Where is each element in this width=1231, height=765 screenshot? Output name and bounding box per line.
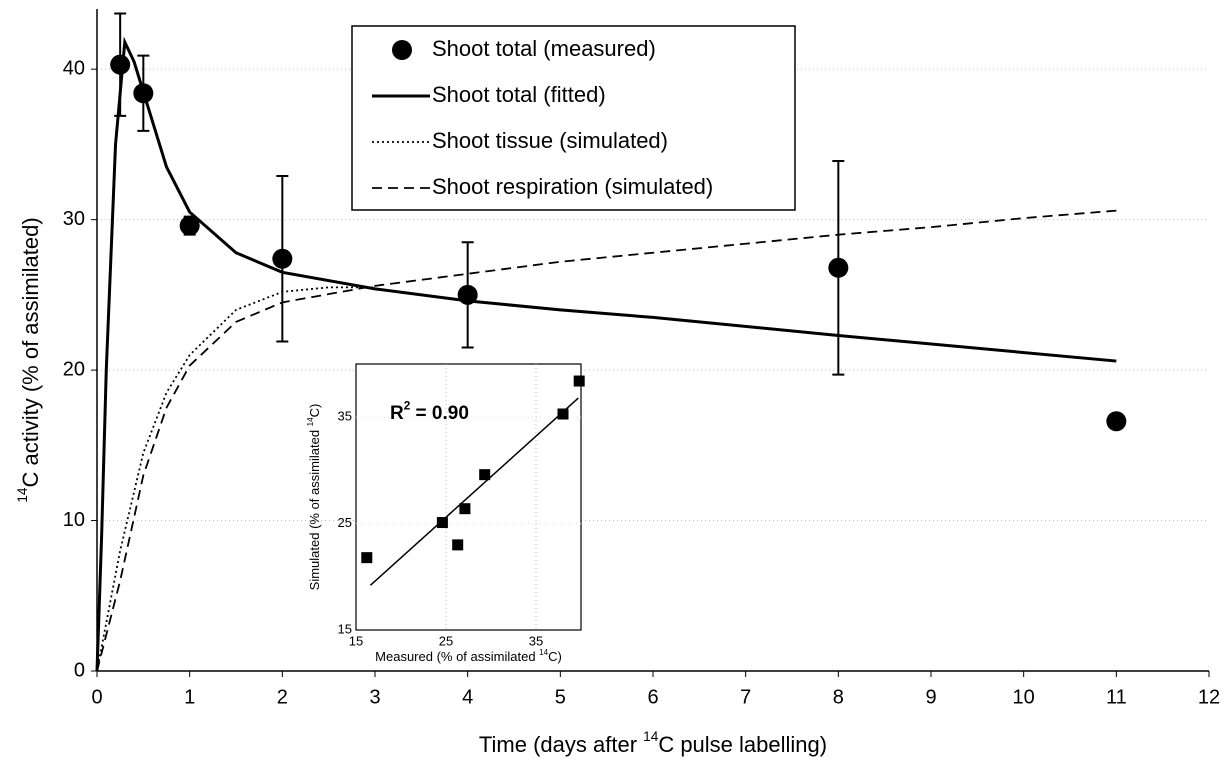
annotation-part: = 0.90: [410, 403, 469, 424]
x-tick-label: 25: [439, 633, 453, 648]
x-tick-label: 35: [529, 633, 543, 648]
x-tick-label: 3: [369, 686, 380, 708]
y-axis-label-part: Simulated (% of assimilated: [307, 426, 322, 590]
y-axis-label-part: 14: [306, 417, 315, 426]
y-tick-label: 30: [63, 208, 85, 230]
data-point: [436, 517, 448, 529]
x-axis-label-part: Measured (% of assimilated: [375, 649, 539, 664]
y-axis-label-part: C activity (% of assimilated): [18, 217, 43, 487]
data-point: [557, 408, 569, 420]
y-axis-label: 14C activity (% of assimilated): [15, 217, 43, 502]
x-tick-label: 0: [91, 686, 102, 708]
legend-label: Shoot total (measured): [432, 36, 656, 61]
x-axis-label: Measured (% of assimilated 14C): [375, 648, 562, 665]
data-point: [452, 539, 464, 551]
annotation-part: 2: [404, 400, 411, 413]
x-tick-label: 12: [1198, 686, 1220, 708]
x-tick-label: 4: [462, 686, 473, 708]
legend-label: Shoot tissue (simulated): [432, 128, 668, 153]
x-axis-label-part: 14: [643, 729, 659, 744]
data-point: [479, 469, 491, 481]
data-point: [1106, 411, 1127, 432]
y-tick-label: 35: [338, 409, 352, 424]
x-tick-label: 6: [647, 686, 658, 708]
x-tick-label: 2: [277, 686, 288, 708]
legend-marker: [392, 40, 412, 60]
y-tick-label: 0: [74, 659, 85, 681]
legend-label: Shoot respiration (simulated): [432, 174, 713, 199]
data-point: [361, 552, 373, 564]
x-axis-label-part: Time (days after: [479, 732, 643, 757]
x-tick-label: 8: [833, 686, 844, 708]
x-tick-label: 11: [1106, 686, 1127, 708]
x-tick-label: 1: [184, 686, 195, 708]
annotation: R2 = 0.90: [390, 400, 469, 425]
data-point: [179, 215, 200, 236]
y-axis-label-part: 14: [15, 487, 30, 503]
x-axis-label-part: C): [548, 649, 562, 664]
y-axis-label-part: C): [307, 404, 322, 418]
x-tick-label: 15: [349, 633, 363, 648]
data-line: [96, 209, 1117, 672]
y-tick-label: 20: [63, 358, 85, 380]
x-tick-label: 10: [1013, 686, 1035, 708]
legend-box: [351, 25, 796, 211]
y-tick-label: 25: [338, 515, 352, 530]
y-tick-label: 10: [63, 509, 85, 531]
fit-line: [369, 397, 579, 586]
data-line: [95, 36, 1117, 672]
data-point: [110, 54, 131, 75]
data-point: [272, 248, 293, 269]
x-tick-label: 7: [740, 686, 751, 708]
x-axis-label-part: 14: [539, 648, 548, 657]
data-line: [96, 286, 375, 672]
data-point: [573, 375, 585, 387]
y-tick-label: 15: [338, 621, 352, 636]
data-point: [828, 257, 849, 278]
data-point: [459, 503, 471, 515]
x-axis-label: Time (days after 14C pulse labelling): [479, 729, 827, 757]
y-tick-label: 40: [63, 57, 85, 79]
x-axis-label-part: C pulse labelling): [658, 732, 827, 757]
x-tick-label: 5: [555, 686, 566, 708]
annotation-part: R: [390, 403, 404, 424]
y-axis-label: Simulated (% of assimilated 14C): [306, 404, 323, 591]
legend-label: Shoot total (fitted): [432, 82, 606, 107]
x-tick-label: 9: [925, 686, 936, 708]
